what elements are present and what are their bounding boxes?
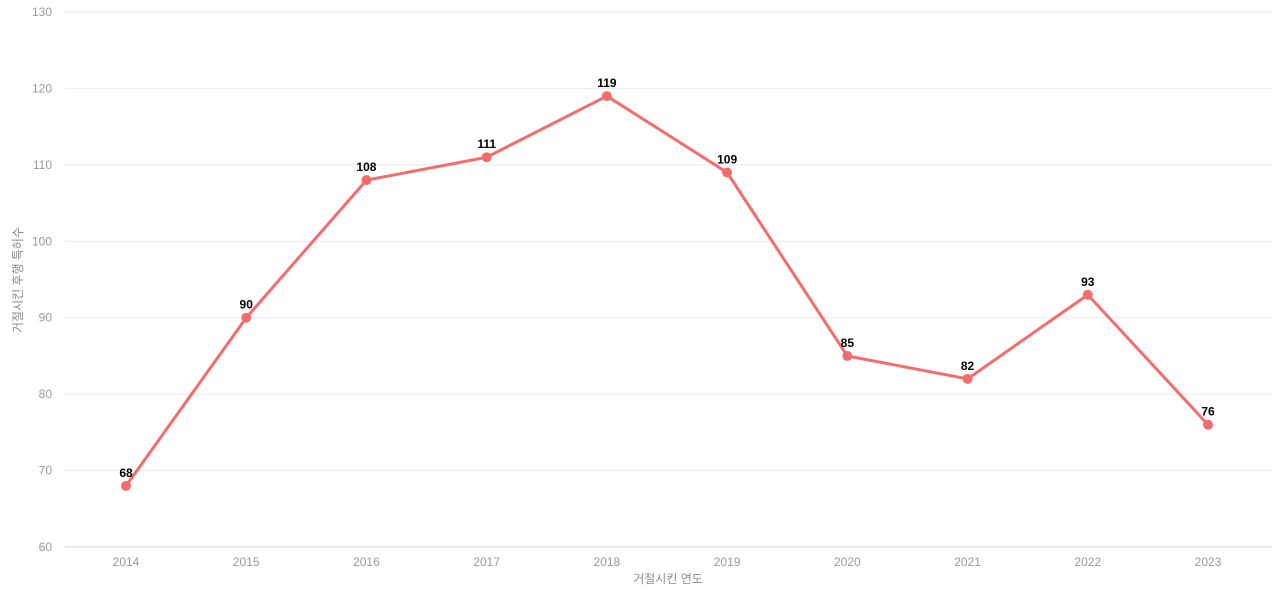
x-tick-label: 2017 — [473, 555, 500, 569]
data-series — [121, 91, 1213, 491]
x-tick-label: 2021 — [954, 555, 981, 569]
data-point[interactable] — [481, 152, 492, 163]
data-point-labels: 68 90 108 111 119 109 85 82 93 76 — [119, 76, 1215, 480]
data-point-label: 90 — [240, 298, 254, 312]
y-tick-label: 90 — [39, 311, 53, 325]
data-point-label: 76 — [1201, 405, 1215, 419]
data-point[interactable] — [241, 312, 252, 323]
data-point[interactable] — [121, 480, 131, 491]
x-tick-label: 2018 — [594, 555, 621, 569]
x-tick-label: 2014 — [113, 555, 140, 569]
data-point-label: 119 — [597, 76, 617, 90]
data-point[interactable] — [842, 350, 853, 361]
data-point[interactable] — [361, 175, 372, 186]
x-tick-label: 2020 — [834, 555, 861, 569]
data-point[interactable] — [1203, 419, 1213, 430]
data-point-label: 93 — [1081, 275, 1095, 289]
x-tick-label: 2016 — [353, 555, 380, 569]
y-tick-label: 100 — [32, 234, 52, 248]
y-tick-label: 70 — [39, 464, 53, 478]
x-tick-label: 2023 — [1195, 555, 1222, 569]
data-point-label: 109 — [717, 153, 737, 167]
data-point-label: 108 — [356, 160, 376, 174]
data-point[interactable] — [1082, 289, 1093, 300]
data-point-label: 85 — [841, 336, 855, 350]
data-point[interactable] — [601, 91, 612, 102]
y-tick-label: 60 — [39, 540, 53, 554]
y-tick-label: 130 — [32, 5, 52, 19]
series-line — [124, 94, 1210, 488]
data-point[interactable] — [962, 373, 973, 384]
y-tick-label: 120 — [32, 81, 52, 95]
y-tick-label: 110 — [33, 158, 52, 172]
y-axis-tick-labels: 60 70 80 90 100 110 120 130 — [32, 5, 52, 554]
data-point-label: 82 — [961, 359, 975, 373]
x-tick-label: 2019 — [714, 555, 741, 569]
data-point-label: 68 — [119, 466, 133, 480]
x-axis-title: 거절시킨 연도 — [633, 572, 703, 586]
data-point[interactable] — [722, 167, 733, 178]
data-point-label: 111 — [477, 137, 496, 151]
x-tick-label: 2015 — [233, 555, 260, 569]
x-axis-tick-labels: 2014 2015 2016 2017 2018 2019 2020 2021 2022 2023 — [113, 555, 1222, 569]
grid-lines — [65, 11, 1272, 548]
x-tick-label: 2022 — [1074, 555, 1101, 569]
y-tick-label: 80 — [39, 387, 53, 401]
y-axis-title: 거절시킨 후행 특허수 — [10, 227, 25, 333]
